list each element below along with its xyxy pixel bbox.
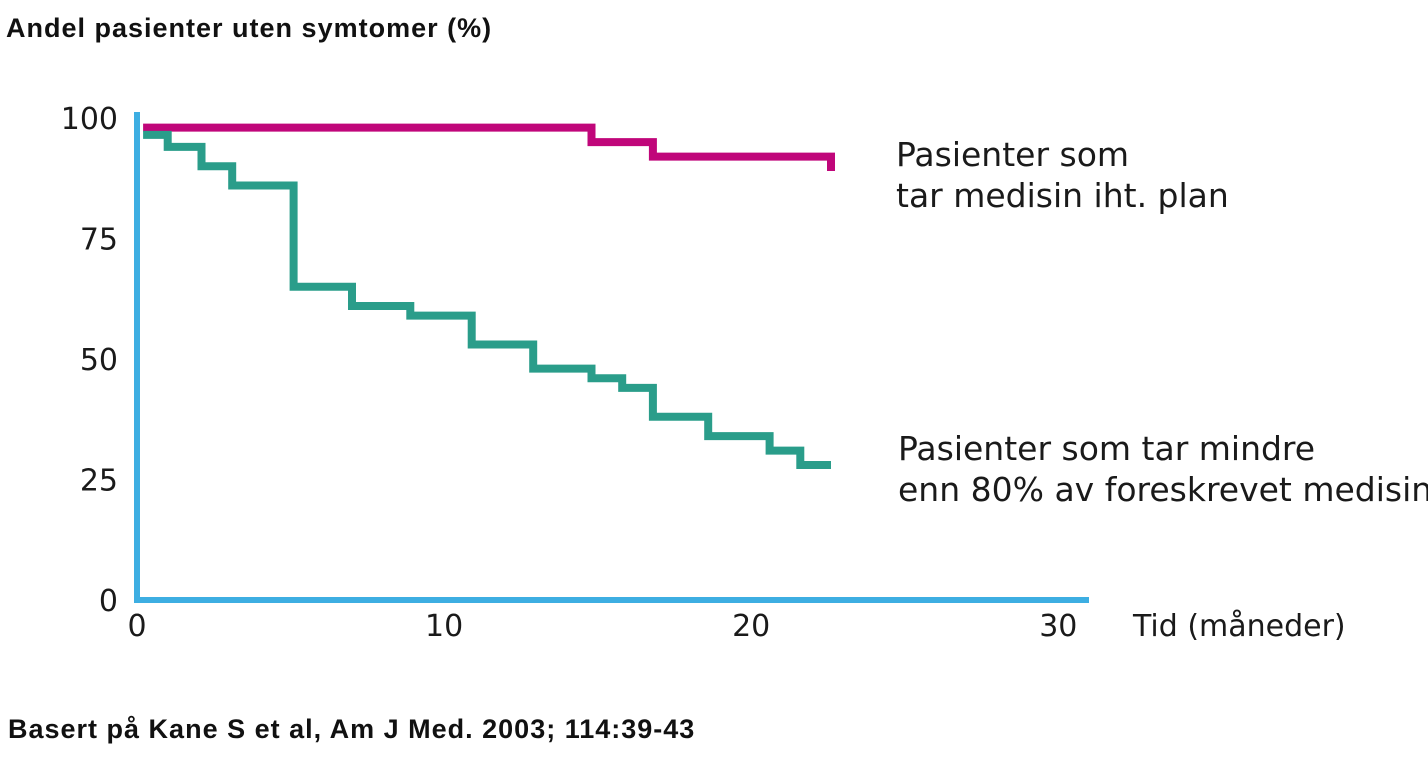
y-axis-title: Andel pasienter uten symtomer (%) xyxy=(6,13,492,43)
series-layer xyxy=(143,123,835,469)
y-tick-label: 75 xyxy=(80,223,118,258)
series-line-on-plan xyxy=(143,123,835,171)
x-tick-label: 10 xyxy=(425,609,463,644)
series-labels-layer: Pasienter som tar medisin iht. plan Pasien… xyxy=(896,135,1428,509)
x-axis-label: Tid (måneder) xyxy=(1132,609,1346,644)
y-tick-label: 25 xyxy=(80,464,118,499)
x-tick-label: 30 xyxy=(1039,609,1077,644)
y-tick-label: 100 xyxy=(61,102,118,137)
y-tick-label: 50 xyxy=(80,343,118,378)
x-tick-label: 20 xyxy=(732,609,770,644)
axis-layer xyxy=(134,112,1089,603)
series-line-below-80 xyxy=(143,130,831,469)
x-tick-label: 0 xyxy=(127,609,146,644)
source-citation: Basert på Kane S et al, Am J Med. 2003; … xyxy=(8,714,695,744)
ticks-layer: 0 10 20 30 100 75 50 25 0 xyxy=(61,102,1078,644)
y-tick-label: 0 xyxy=(99,584,118,619)
series-label-on-plan: Pasienter som tar medisin iht. plan xyxy=(896,135,1229,215)
series-label-below-80: Pasienter som tar mindre enn 80% av fores… xyxy=(898,429,1428,509)
